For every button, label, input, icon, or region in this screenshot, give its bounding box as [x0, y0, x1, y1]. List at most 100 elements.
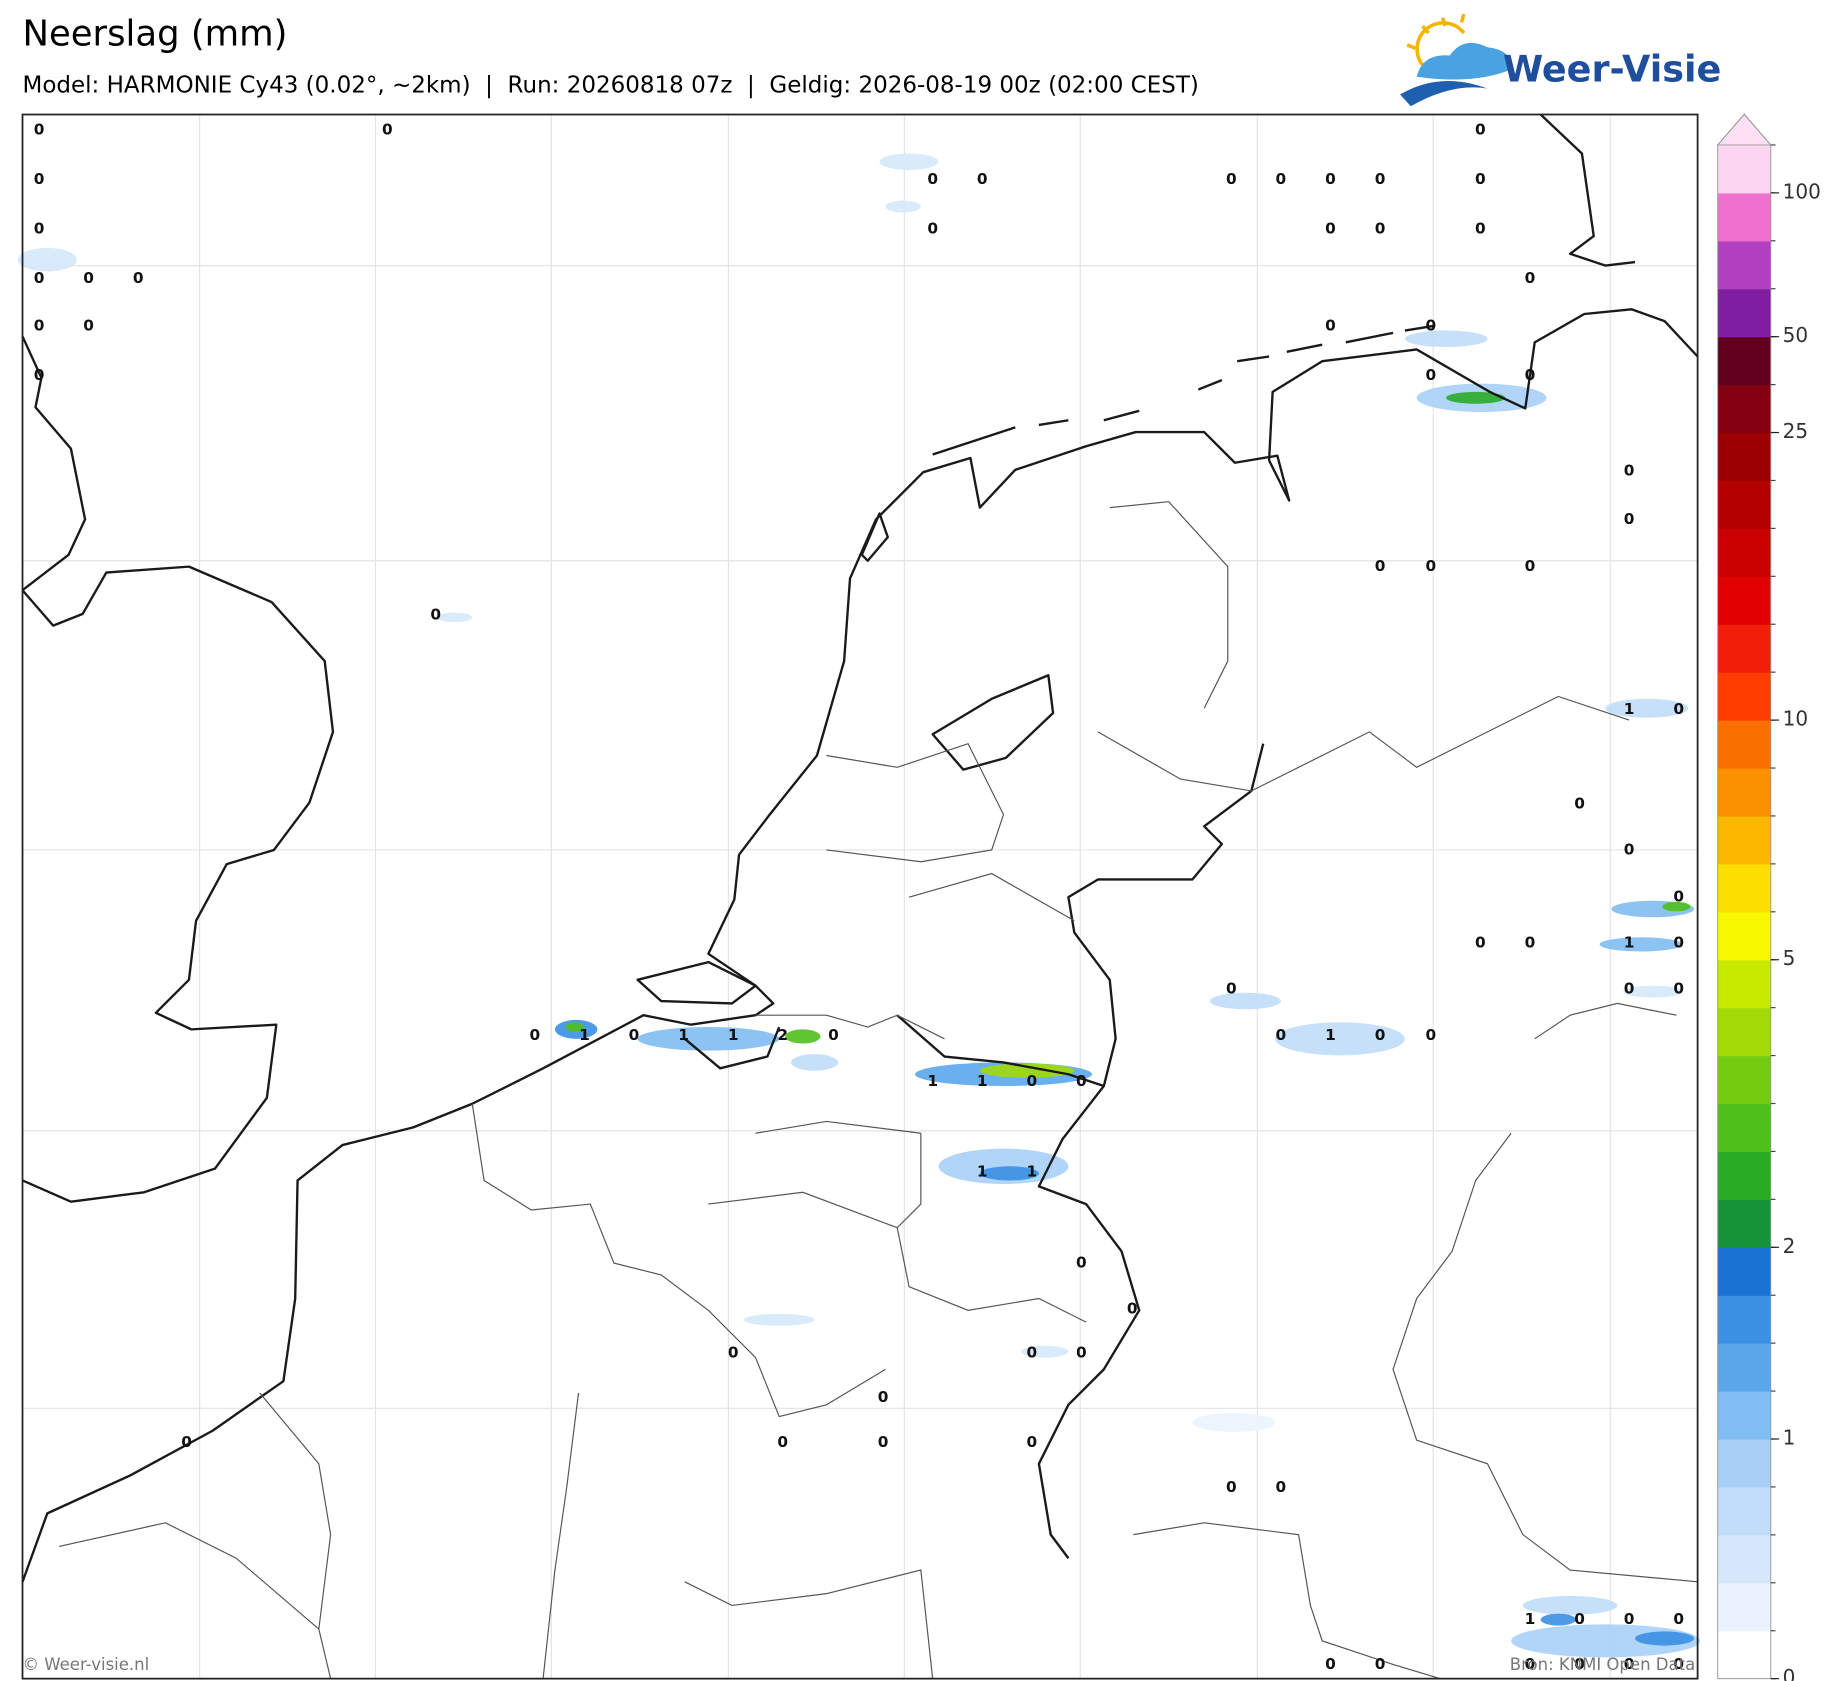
value-label: 2 — [777, 1026, 788, 1044]
precip-area — [1274, 1022, 1405, 1056]
value-label: 0 — [34, 269, 45, 287]
value-label: 0 — [181, 1433, 192, 1451]
value-label: 0 — [1325, 1655, 1336, 1673]
colorbar-tick-label: 5 — [1783, 946, 1796, 970]
value-label: 0 — [1475, 220, 1486, 238]
precip-area — [1404, 330, 1488, 348]
value-label: 0 — [1425, 316, 1436, 334]
value-label: 1 — [1325, 1026, 1336, 1044]
value-label: 1 — [579, 1026, 590, 1044]
precip-area — [1192, 1413, 1275, 1432]
value-label: 0 — [1425, 1026, 1436, 1044]
colorbar-segment — [1717, 144, 1771, 194]
colorbar-segment — [1717, 1151, 1771, 1200]
colorbar-segment — [1717, 384, 1771, 434]
colorbar-segment — [1717, 1486, 1771, 1536]
value-label: 0 — [1525, 1655, 1536, 1673]
value-label: 1 — [1026, 1163, 1037, 1181]
colorbar-segment — [1717, 1103, 1771, 1153]
value-label: 0 — [1624, 510, 1635, 528]
footer-left: © Weer-visie.nl — [23, 1655, 150, 1674]
precip-area — [1599, 937, 1683, 952]
value-label: 0 — [927, 170, 938, 188]
value-label: 1 — [1624, 700, 1635, 718]
colorbar-segment — [1717, 624, 1771, 673]
value-label: 0 — [1624, 980, 1635, 998]
value-label: 0 — [878, 1388, 889, 1406]
value-label: 0 — [1076, 1343, 1087, 1361]
value-label: 0 — [1026, 1072, 1037, 1090]
precip-area — [1540, 1613, 1577, 1626]
value-label: 1 — [927, 1072, 938, 1090]
colorbar-segment — [1717, 768, 1771, 817]
precip-area — [979, 1063, 1075, 1078]
value-label: 0 — [1375, 220, 1386, 238]
value-label: 0 — [1375, 557, 1386, 575]
precip-area — [637, 1027, 780, 1051]
value-label: 0 — [1475, 120, 1486, 138]
value-label: 0 — [430, 606, 441, 624]
value-label: 0 — [1276, 1026, 1287, 1044]
value-label: 0 — [530, 1026, 541, 1044]
value-label: 0 — [1026, 1343, 1037, 1361]
value-label: 0 — [1673, 1655, 1684, 1673]
colorbar-segment — [1717, 863, 1771, 913]
value-label: 0 — [1375, 170, 1386, 188]
value-label: 0 — [382, 120, 393, 138]
colorbar-segment — [1717, 1391, 1771, 1440]
map: 0 0 0 0 0 0 0 0 0 0 0 0 0 0 0 0 0 0 0 0 0 0 0 0 0 0 0 0 0 0 0 0 0 1 0 0 0 0 0 0… — [17, 113, 1700, 1680]
value-label: 0 — [1525, 366, 1536, 384]
value-label: 0 — [1375, 1026, 1386, 1044]
logo-text: Weer-Visie — [1503, 47, 1722, 90]
value-label: 0 — [1673, 700, 1684, 718]
value-label: 0 — [1325, 220, 1336, 238]
value-label: 0 — [1076, 1254, 1087, 1272]
logo: Weer-Visie — [1400, 13, 1722, 107]
colorbar-segment — [1717, 959, 1771, 1009]
value-label: 0 — [34, 170, 45, 188]
colorbar-tick-label: 50 — [1783, 323, 1809, 347]
value-label: 0 — [1624, 1655, 1635, 1673]
coastlines — [21, 113, 1699, 1583]
colorbar-segment — [1717, 720, 1771, 769]
precip-area — [885, 200, 921, 213]
value-label: 0 — [1076, 1072, 1087, 1090]
value-label: 0 — [927, 220, 938, 238]
value-label: 0 — [34, 316, 45, 334]
colorbar-tick-label: 25 — [1783, 419, 1809, 443]
colorbar-tick-label: 100 — [1783, 179, 1821, 203]
precip-area — [436, 612, 473, 623]
value-label: 0 — [1673, 888, 1684, 906]
value-label: 0 — [83, 316, 94, 334]
precip-area — [1210, 992, 1281, 1010]
value-label: 0 — [1624, 1610, 1635, 1628]
colorbar-segment — [1717, 528, 1771, 577]
value-label: 0 — [1525, 934, 1536, 952]
value-label: 0 — [1574, 794, 1585, 812]
value-label: 0 — [133, 269, 144, 287]
value-label: 0 — [1673, 980, 1684, 998]
graticule — [22, 114, 1698, 1679]
value-label: 0 — [34, 366, 45, 384]
precip-area — [1446, 391, 1506, 404]
colorbar-segment — [1717, 192, 1771, 242]
value-label: 0 — [1673, 934, 1684, 952]
colorbar-segment — [1717, 480, 1771, 529]
colorbar-tick-label: 10 — [1783, 707, 1809, 731]
colorbar-segment — [1717, 240, 1771, 290]
value-label: 1 — [728, 1026, 739, 1044]
colorbar-segment — [1717, 1055, 1771, 1105]
precip-area — [1635, 1631, 1695, 1646]
precipitation — [17, 153, 1700, 1658]
colorbar-frame — [1717, 113, 1772, 1680]
value-label: 0 — [1226, 170, 1237, 188]
colorbar-segment — [1717, 1630, 1771, 1680]
value-label: 0 — [728, 1343, 739, 1361]
value-label: 0 — [1475, 170, 1486, 188]
colorbar-segment — [1717, 576, 1771, 625]
value-label: 0 — [1325, 170, 1336, 188]
value-label: 0 — [1525, 269, 1536, 287]
precip-area — [1623, 985, 1683, 998]
